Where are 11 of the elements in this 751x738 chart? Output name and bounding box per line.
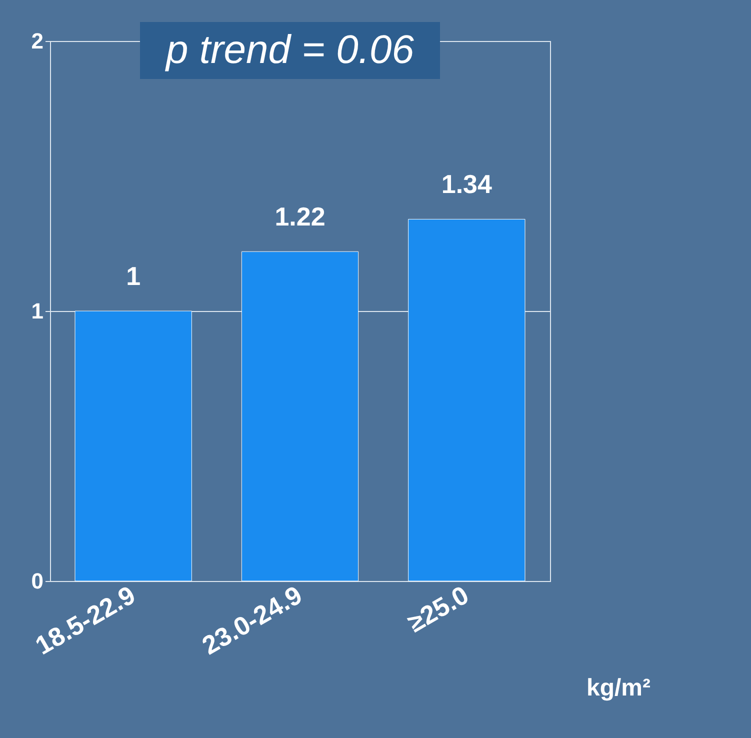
y-tick-label: 2	[31, 28, 44, 54]
data-label: 1	[126, 261, 141, 291]
x-axis-title: kg/m²	[586, 674, 650, 702]
bar	[74, 310, 192, 582]
annotation: p trend = 0.06	[166, 28, 414, 73]
bar	[408, 218, 526, 582]
data-label: 1.22	[274, 202, 326, 232]
data-label: 1.34	[441, 169, 493, 200]
y-tick-label: 1	[31, 298, 44, 324]
y-tick-label: 0	[31, 568, 44, 594]
bar	[241, 251, 359, 582]
